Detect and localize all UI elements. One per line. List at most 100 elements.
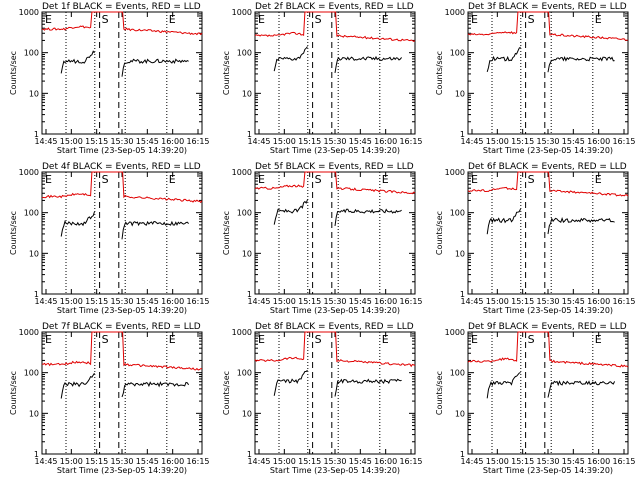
y-tick-label: 10 — [455, 89, 465, 98]
x-tick-label: 16:00 — [587, 457, 610, 466]
y-axis-label: Counts/sec — [435, 211, 444, 255]
events-series-line — [334, 378, 402, 397]
x-tick-label: 14:45 — [460, 297, 483, 306]
event-marker-label: S — [315, 173, 322, 186]
x-tick-label: 16:00 — [374, 297, 397, 306]
chart-panel-det-8: Det 8f BLACK = Events, RED = LLD 1 10 100 10… — [222, 322, 423, 475]
y-tick-label: 1 — [247, 450, 252, 459]
event-marker-label: E — [258, 333, 265, 346]
y-tick-label: 10 — [242, 249, 252, 258]
y-tick-label: 1 — [34, 450, 39, 459]
x-tick-label: 15:00 — [486, 297, 509, 306]
chart-title: Det 8f BLACK = Events, RED = LLD — [255, 322, 414, 332]
y-axis-label: Counts/sec — [222, 211, 231, 255]
x-tick-label: 14:45 — [460, 457, 483, 466]
x-tick-label: 15:00 — [60, 137, 83, 146]
x-tick-label: 16:15 — [612, 457, 635, 466]
x-tick-label: 15:45 — [562, 297, 585, 306]
x-tick-label: 15:15 — [298, 137, 321, 146]
events-series-line — [60, 50, 95, 74]
chart-title: Det 4f BLACK = Events, RED = LLD — [42, 162, 201, 172]
x-tick-label: 16:00 — [587, 297, 610, 306]
event-marker-label: S — [315, 13, 322, 26]
event-marker-label: E — [169, 333, 176, 346]
y-tick-label: 1 — [247, 290, 252, 299]
lld-series-line — [467, 11, 629, 41]
y-axis-label: Counts/sec — [9, 371, 18, 415]
x-tick-label: 15:45 — [349, 457, 372, 466]
y-tick-label: 1000 — [232, 8, 252, 17]
y-tick-label: 1000 — [445, 168, 465, 177]
x-tick-label: 15:00 — [486, 137, 509, 146]
chart-title: Det 1f BLACK = Events, RED = LLD — [42, 2, 201, 12]
lld-series-line — [254, 171, 416, 195]
y-tick-label: 1000 — [19, 328, 39, 337]
y-tick-label: 10 — [29, 249, 39, 258]
x-tick-label: 15:30 — [536, 137, 559, 146]
chart-panel-det-4: Det 4f BLACK = Events, RED = LLD 1 10 100 10… — [9, 162, 210, 315]
x-axis-label: Start Time (23-Sep-05 14:39:20) — [270, 146, 400, 155]
x-tick-label: 15:45 — [136, 137, 159, 146]
x-tick-label: 16:00 — [161, 297, 184, 306]
y-axis-label: Counts/sec — [222, 371, 231, 415]
y-axis-label: Counts/sec — [435, 371, 444, 415]
event-marker-label: E — [169, 13, 176, 26]
x-axis-label: Start Time (23-Sep-05 14:39:20) — [57, 466, 187, 475]
x-tick-label: 15:30 — [110, 457, 133, 466]
events-series-line — [547, 380, 616, 398]
chart-title: Det 7f BLACK = Events, RED = LLD — [42, 322, 201, 332]
y-tick-label: 10 — [242, 89, 252, 98]
x-tick-label: 15:45 — [136, 297, 159, 306]
chart-panel-det-1: Det 1f BLACK = Events, RED = LLD 1 10 100 10… — [9, 2, 210, 155]
x-tick-label: 16:15 — [399, 137, 422, 146]
x-tick-label: 15:15 — [511, 297, 534, 306]
x-tick-label: 15:30 — [536, 297, 559, 306]
event-marker-label: E — [595, 333, 602, 346]
y-tick-label: 10 — [29, 409, 39, 418]
y-tick-label: 100 — [24, 49, 39, 58]
x-axis-label: Start Time (23-Sep-05 14:39:20) — [483, 306, 613, 315]
y-tick-label: 100 — [237, 369, 252, 378]
x-tick-label: 16:00 — [161, 457, 184, 466]
y-tick-label: 1 — [34, 290, 39, 299]
y-tick-label: 10 — [455, 409, 465, 418]
y-tick-label: 1 — [460, 290, 465, 299]
y-axis-label: Counts/sec — [9, 211, 18, 255]
lld-series-line — [467, 171, 629, 197]
y-tick-label: 100 — [237, 49, 252, 58]
chart-panel-det-7: Det 7f BLACK = Events, RED = LLD 1 10 100 10… — [9, 322, 210, 475]
y-tick-label: 10 — [29, 89, 39, 98]
event-marker-label: E — [45, 333, 52, 346]
lld-series-line — [42, 11, 203, 36]
events-series-line — [273, 369, 308, 396]
lld-series-line — [254, 331, 416, 368]
y-tick-label: 1 — [460, 450, 465, 459]
y-tick-label: 100 — [24, 369, 39, 378]
x-axis-label: Start Time (23-Sep-05 14:39:20) — [57, 146, 187, 155]
lld-series-line — [41, 171, 203, 204]
x-axis-label: Start Time (23-Sep-05 14:39:20) — [270, 306, 400, 315]
x-tick-label: 14:45 — [247, 297, 270, 306]
x-tick-label: 15:00 — [273, 457, 296, 466]
chart-title: Det 2f BLACK = Events, RED = LLD — [255, 2, 414, 12]
events-series-line — [60, 372, 95, 399]
events-series-line — [273, 199, 308, 225]
event-marker-label: E — [382, 333, 389, 346]
event-marker-label: E — [382, 13, 389, 26]
y-tick-label: 1000 — [445, 328, 465, 337]
event-marker-label: S — [102, 13, 109, 26]
event-marker-label: S — [102, 333, 109, 346]
chart-panel-det-5: Det 5f BLACK = Events, RED = LLD 1 10 100 10… — [222, 162, 423, 315]
x-axis-label: Start Time (23-Sep-05 14:39:20) — [483, 466, 613, 475]
event-marker-label: S — [102, 173, 109, 186]
x-tick-label: 14:45 — [34, 457, 57, 466]
x-tick-label: 15:00 — [60, 297, 83, 306]
x-tick-label: 15:00 — [486, 457, 509, 466]
x-tick-label: 16:15 — [186, 297, 209, 306]
event-marker-label: E — [471, 173, 478, 186]
x-tick-label: 15:15 — [298, 297, 321, 306]
y-tick-label: 1000 — [445, 8, 465, 17]
y-tick-label: 10 — [455, 249, 465, 258]
x-tick-label: 15:45 — [562, 457, 585, 466]
x-tick-label: 16:00 — [374, 137, 397, 146]
